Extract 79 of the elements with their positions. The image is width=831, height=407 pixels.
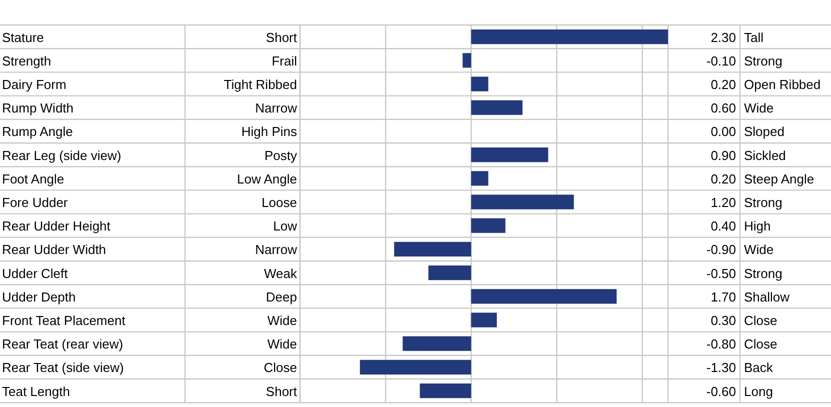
text: Short — [266, 384, 298, 399]
y-tick-label: Rear Udder Height — [2, 218, 111, 234]
y-tick-label: Rear Teat (rear view) — [2, 336, 124, 352]
data-label: -0.50 — [706, 266, 736, 281]
data-label: -0.90 — [706, 242, 736, 258]
data-label: 0.90 — [710, 148, 736, 163]
y-tick-label: Udder Cleft — [2, 266, 68, 281]
data-label: -1.30 — [706, 360, 736, 376]
y-tick-label: Teat Length — [2, 384, 70, 399]
data-label: 1.70 — [710, 289, 736, 304]
bar — [471, 312, 497, 328]
y-tick-label: Rear Teat (side view) — [2, 360, 124, 376]
y-tick-label: Rear Udder Width — [2, 242, 106, 258]
text: High — [744, 218, 771, 234]
bar — [471, 147, 548, 162]
text: Strong — [744, 195, 782, 210]
bar — [420, 383, 472, 398]
text: Weak — [264, 266, 298, 281]
text: Close — [744, 313, 778, 328]
data-label: -0.10 — [706, 53, 736, 68]
text: Short — [266, 30, 298, 45]
text: Close — [264, 360, 297, 376]
bar — [471, 289, 617, 304]
y-tick-label: Rear Leg (side view) — [2, 148, 122, 163]
text: Open Ribbed — [744, 77, 821, 92]
text: Low — [273, 218, 298, 234]
y-tick-label: Dairy Form — [2, 77, 66, 92]
data-label: 0.20 — [710, 77, 736, 92]
bar — [471, 194, 574, 210]
y-tick-label: Foot Angle — [2, 171, 64, 186]
y-tick-label: Rump Angle — [2, 124, 73, 140]
data-label: 1.20 — [710, 195, 736, 210]
text: Low Angle — [237, 171, 297, 186]
text: Steep Angle — [744, 171, 814, 186]
data-label: 0.30 — [710, 313, 736, 328]
bar — [360, 360, 472, 375]
text: Narrow — [255, 100, 298, 116]
text: Narrow — [255, 242, 298, 258]
bar — [471, 100, 523, 115]
bar — [394, 242, 472, 257]
bar — [471, 76, 488, 92]
text: Back — [744, 360, 774, 376]
text: Frail — [272, 53, 298, 68]
data-label: 0.60 — [710, 100, 736, 116]
bar — [471, 29, 668, 44]
data-label: 2.30 — [710, 30, 736, 45]
text: Long — [744, 384, 773, 399]
data-label: -0.60 — [706, 384, 736, 399]
y-tick-label: Udder Depth — [2, 289, 76, 304]
text: Strong — [744, 53, 782, 68]
y-tick-label: Fore Udder — [2, 195, 68, 210]
y-tick-label: Stature — [2, 30, 44, 45]
text: Close — [744, 336, 778, 352]
y-tick-label: Rump Width — [2, 100, 74, 116]
bar — [471, 218, 506, 233]
text: Loose — [262, 195, 297, 210]
text: Posty — [264, 148, 298, 163]
text: Wide — [744, 100, 774, 116]
data-label: -0.80 — [706, 336, 736, 352]
bar — [462, 53, 472, 68]
y-tick-label: Front Teat Placement — [2, 313, 126, 328]
text: High Pins — [241, 124, 298, 140]
text: Shallow — [744, 289, 790, 304]
text: Wide — [744, 242, 774, 258]
text: Wide — [267, 313, 297, 328]
bar — [428, 265, 472, 280]
data-label: 0.00 — [710, 124, 736, 140]
text: Strong — [744, 266, 782, 281]
text: Tall — [744, 30, 764, 45]
data-label: 0.40 — [710, 218, 736, 234]
bar — [471, 171, 488, 186]
text: Sickled — [744, 148, 786, 163]
bar — [402, 336, 472, 351]
text: Wide — [267, 336, 297, 352]
text: Sloped — [744, 124, 784, 140]
text: Tight Ribbed — [224, 77, 297, 92]
data-label: 0.20 — [710, 171, 736, 186]
y-tick-label: Strength — [2, 53, 52, 68]
text: Deep — [266, 289, 297, 304]
